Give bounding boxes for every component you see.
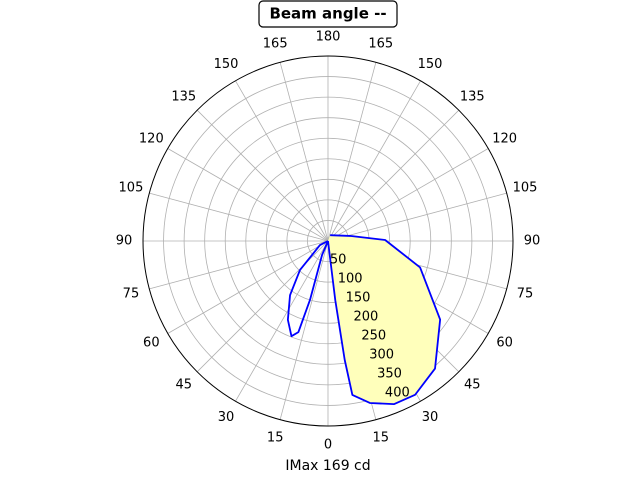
radial-tick-label: 100: [338, 271, 363, 286]
angle-tick-label: 15: [267, 431, 284, 446]
angle-tick-label: 0: [324, 438, 332, 453]
angle-tick-label: 60: [143, 336, 160, 351]
radial-tick-label: 250: [361, 328, 386, 343]
angle-tick-label: 120: [139, 132, 164, 147]
angle-tick-label: 150: [214, 57, 239, 72]
grid-spoke: [196, 109, 329, 242]
angle-tick-label: 75: [123, 286, 140, 301]
angle-tick-label: 150: [418, 57, 443, 72]
angle-tick-label: 45: [464, 378, 481, 393]
radial-tick-label: 50: [330, 252, 347, 267]
angle-tick-label: 30: [422, 410, 439, 425]
angle-tick-label: 105: [119, 181, 144, 196]
radial-tick-label: 300: [369, 347, 394, 362]
angle-tick-label: 120: [492, 132, 517, 147]
chart-title: Beam angle --: [269, 5, 386, 23]
angle-tick-label: 15: [373, 431, 390, 446]
title-box: [258, 0, 398, 28]
grid-spoke: [327, 80, 421, 242]
series-line: [286, 240, 329, 338]
grid-spoke: [149, 192, 329, 242]
radial-tick-label: 350: [377, 366, 402, 381]
grid-spoke: [327, 192, 507, 242]
grid-spoke: [279, 62, 329, 242]
grid-spoke: [327, 109, 460, 242]
angle-tick-label: 180: [316, 30, 341, 45]
angle-tick-label: 165: [263, 36, 288, 51]
grid-spoke: [327, 148, 489, 242]
angle-tick-label: 90: [524, 234, 541, 249]
grid-spoke: [235, 80, 329, 242]
angle-tick-label: 30: [218, 410, 235, 425]
angle-tick-label: 135: [460, 89, 485, 104]
grid-spoke: [149, 240, 329, 290]
angle-tick-label: 90: [116, 234, 133, 249]
angle-tick-label: 105: [513, 181, 538, 196]
grid-spoke: [167, 240, 329, 334]
angle-tick-label: 60: [496, 336, 513, 351]
angle-tick-label: 45: [175, 378, 192, 393]
angle-tick-label: 165: [368, 36, 393, 51]
grid-spoke: [235, 240, 329, 402]
polar-frame: [142, 55, 514, 427]
series-area: [328, 235, 441, 405]
angle-tick-label: 75: [517, 286, 534, 301]
radial-tick-label: 150: [346, 290, 371, 305]
radial-tick-label: 400: [385, 385, 410, 400]
grid-spoke: [327, 62, 377, 242]
x-axis-label: IMax 169 cd: [285, 458, 370, 474]
angle-tick-label: 135: [171, 89, 196, 104]
grid-spoke: [279, 240, 329, 420]
series-line: [327, 234, 442, 406]
grid-spoke: [167, 148, 329, 242]
radial-tick-label: 200: [353, 309, 378, 324]
